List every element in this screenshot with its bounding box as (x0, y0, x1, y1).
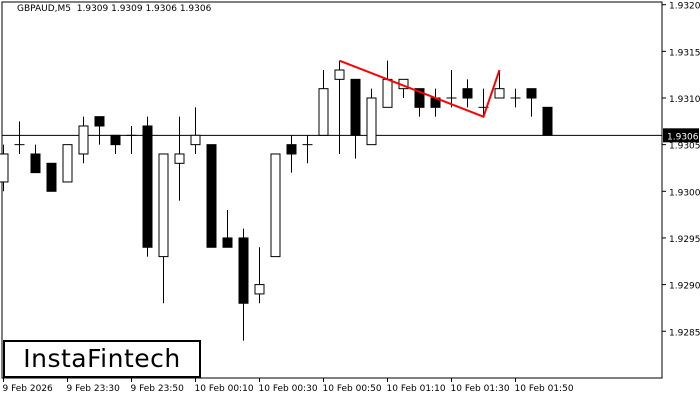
candle-bearish (110, 134, 121, 146)
candle-bullish (494, 88, 505, 99)
instafintech-logo: InstaFintech (3, 340, 201, 378)
current-price-label: 1.9306 (667, 132, 699, 142)
y-tick-label: 1.9320 (669, 2, 700, 12)
candle-bearish (286, 144, 297, 155)
candle-bullish (190, 134, 201, 146)
x-tick-label: 10 Feb 00:10 (195, 384, 254, 394)
candle-bullish (158, 153, 169, 258)
candle-bullish (78, 125, 89, 155)
x-tick-label: 10 Feb 01:10 (387, 384, 446, 394)
candle-bullish (334, 69, 345, 80)
y-tick-label: 1.9285 (669, 328, 700, 338)
pattern-line (339, 59, 501, 118)
plot-frame (1, 1, 663, 379)
y-tick-label: 1.9300 (669, 188, 700, 198)
x-tick-label: 9 Feb 23:50 (131, 384, 185, 394)
candle-bullish (0, 153, 9, 183)
candle-bearish (94, 116, 105, 127)
y-tick-label: 1.9310 (669, 95, 700, 105)
x-tick-label: 9 Feb 2026 (3, 384, 54, 394)
x-tick-label: 10 Feb 01:30 (451, 384, 510, 394)
candle-bearish (350, 78, 361, 136)
x-tick-label: 9 Feb 23:30 (67, 384, 121, 394)
candle-bullish (62, 144, 73, 183)
y-tick-label: 1.9305 (669, 142, 700, 152)
y-tick-label: 1.9315 (669, 48, 700, 58)
candle-bearish (46, 162, 57, 192)
candle-bearish (30, 153, 41, 174)
candle-bullish (254, 284, 265, 295)
candle-bearish (526, 88, 537, 99)
ohlc-readout: 1.9309 1.9309 1.9306 1.9306 (76, 4, 212, 14)
candle-bearish (206, 144, 217, 248)
x-tick-label: 10 Feb 01:50 (515, 384, 574, 394)
y-tick-label: 1.9295 (669, 235, 700, 245)
candle-bearish (238, 237, 249, 304)
candle-bullish (382, 78, 393, 108)
x-tick-label: 10 Feb 00:50 (323, 384, 382, 394)
candle-bullish (318, 88, 329, 136)
candle-bullish (366, 97, 377, 146)
current-price-label-box (663, 128, 699, 143)
y-tick-label: 1.9290 (669, 282, 700, 292)
candle-bearish (222, 237, 233, 248)
chart-title: GBPAUD,M5 1.9309 1.9309 1.9306 1.9306 (17, 4, 211, 14)
candle-bearish (142, 125, 153, 248)
candle-bearish (462, 88, 473, 99)
candle-bullish (174, 153, 185, 164)
x-tick-label: 10 Feb 00:30 (259, 384, 318, 394)
candle-bearish (414, 88, 425, 108)
symbol-label: GBPAUD,M5 (17, 4, 72, 14)
candle-bullish (270, 153, 281, 258)
candle-bearish (542, 106, 553, 136)
